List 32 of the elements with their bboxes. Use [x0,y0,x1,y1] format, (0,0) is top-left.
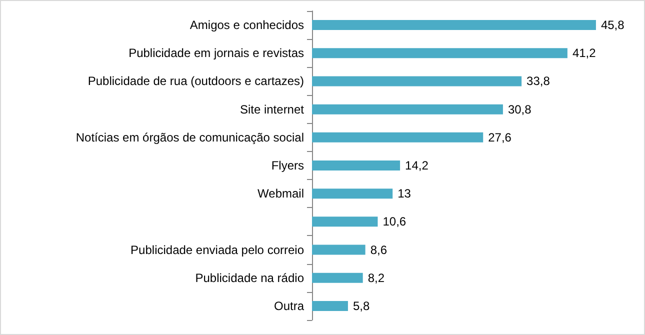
data-label: 10,6 [382,214,406,229]
data-label: 30,8 [508,102,532,116]
data-label: 8,2 [368,270,385,285]
data-label: 27,6 [488,130,512,144]
data-label: 45,8 [600,18,625,32]
bar [312,188,393,199]
y-tick-label: Publicidade em jornais e revistas [128,46,304,60]
bar [312,216,378,227]
bar [312,300,348,311]
bar [312,48,568,58]
data-label: 8,6 [370,242,388,257]
bar [312,244,366,255]
data-label: 14,2 [405,158,429,172]
bar [312,272,363,283]
bar [312,104,503,114]
y-tick-label: Flyers [271,158,304,172]
y-tick-label: Outra [274,298,304,313]
y-tick-label: Amigos e conhecidos [190,18,304,32]
data-label: 13 [398,186,412,201]
y-tick-label: Publicidade enviada pelo correio [130,242,304,257]
y-tick-label: Webmail [258,186,304,201]
y-tick-label: Publicidade na rádio [195,270,304,285]
bar [312,160,400,170]
data-label: 5,8 [352,298,370,313]
bar [312,20,596,30]
data-label: 41,2 [572,46,596,60]
data-label: 33,8 [526,74,550,88]
bar [312,76,522,86]
y-tick-label: Site internet [240,102,305,116]
bar [312,132,484,142]
y-tick-label: Publicidade de rua (outdoors e cartazes) [88,74,304,88]
y-tick-label: Notícias em órgãos de comunicação social [76,130,304,144]
